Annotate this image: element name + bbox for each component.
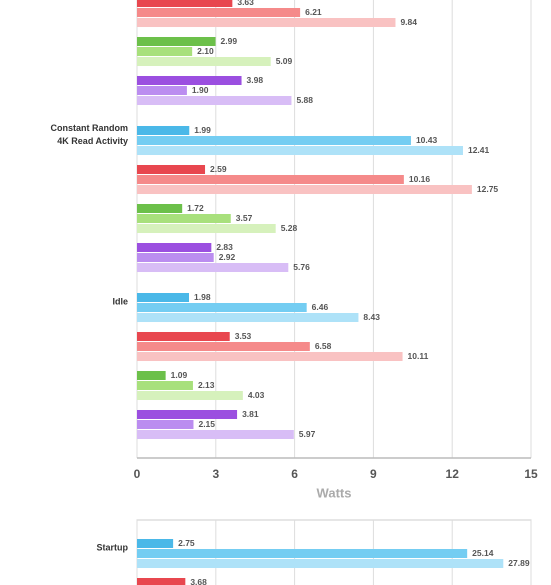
value-label: 2.83: [216, 242, 233, 252]
value-label: 2.92: [219, 252, 236, 262]
value-label: 2.13: [198, 380, 215, 390]
value-label: 2.75: [178, 538, 195, 548]
value-label: 5.09: [276, 56, 293, 66]
x-tick-label: 3: [212, 467, 219, 481]
bar: [137, 224, 276, 233]
value-label: 2.10: [197, 46, 214, 56]
bar: [137, 549, 468, 558]
value-label: 12.41: [468, 145, 490, 155]
value-label: 6.58: [315, 341, 332, 351]
value-label: 9.84: [400, 17, 417, 27]
value-label: 12.75: [477, 184, 499, 194]
value-label: 3.81: [242, 409, 259, 419]
value-label: 5.28: [281, 223, 298, 233]
bar: [137, 18, 396, 27]
bar: [137, 57, 271, 66]
value-label: 1.72: [187, 203, 204, 213]
bar: [137, 293, 190, 302]
value-label: 3.98: [247, 75, 264, 85]
bar: [137, 0, 233, 7]
bar: [137, 539, 174, 548]
category-label: Constant Random 4K Read Activity: [50, 123, 129, 146]
bar: [137, 559, 504, 568]
x-tick-label: 9: [370, 467, 377, 481]
x-tick-label: 12: [446, 467, 460, 481]
value-label: 5.88: [296, 95, 313, 105]
x-tick-label: 6: [291, 467, 298, 481]
x-tick-label: 15: [524, 467, 538, 481]
value-label: 10.11: [408, 351, 429, 361]
bar: [137, 303, 307, 312]
value-label: 1.09: [171, 370, 188, 380]
bar: [137, 263, 289, 272]
bar: [137, 332, 230, 341]
value-label: 1.90: [192, 85, 209, 95]
value-label: 3.53: [235, 331, 252, 341]
bar: [137, 136, 411, 145]
value-label: 27.89: [508, 558, 530, 568]
value-label: 3.68: [190, 577, 207, 585]
bar: [137, 185, 472, 194]
bar: [137, 253, 214, 262]
bar: [137, 342, 310, 351]
bar: [137, 391, 243, 400]
bar: [137, 86, 187, 95]
bar: [137, 313, 359, 322]
bar: [137, 204, 183, 213]
value-label: 2.15: [198, 419, 215, 429]
bar: [137, 430, 294, 439]
value-label: 1.99: [194, 125, 211, 135]
bar: [137, 146, 463, 155]
bar: [137, 165, 206, 174]
bar: [137, 381, 193, 390]
value-label: 8.43: [363, 312, 380, 322]
bar: [137, 420, 194, 429]
value-label: 2.59: [210, 164, 227, 174]
bar: [137, 175, 404, 184]
value-label: 6.46: [312, 302, 329, 312]
category-label: Startup: [96, 542, 129, 553]
value-label: 5.97: [299, 429, 316, 439]
x-tick-label: 0: [134, 467, 141, 481]
bar: [137, 96, 292, 105]
value-label: 5.76: [293, 262, 310, 272]
bar: [137, 47, 193, 56]
bar: [137, 243, 212, 252]
value-label: 25.14: [472, 548, 494, 558]
value-label: 2.99: [221, 36, 238, 46]
bar: [137, 126, 190, 135]
value-label: 3.57: [236, 213, 253, 223]
bar: [137, 8, 301, 17]
bar: [137, 371, 166, 380]
value-label: 3.63: [237, 0, 254, 7]
bar: [137, 410, 238, 419]
bar: [137, 76, 242, 85]
value-label: 10.16: [409, 174, 431, 184]
value-label: 10.43: [416, 135, 438, 145]
value-label: 4.03: [248, 390, 265, 400]
bar: [137, 37, 216, 46]
bar: [137, 578, 186, 585]
category-label: Idle: [112, 296, 128, 307]
value-label: 1.98: [194, 292, 211, 302]
x-axis-title: Watts: [317, 485, 352, 500]
value-label: 6.21: [305, 7, 322, 17]
bar: [137, 214, 231, 223]
bar: [137, 352, 403, 361]
